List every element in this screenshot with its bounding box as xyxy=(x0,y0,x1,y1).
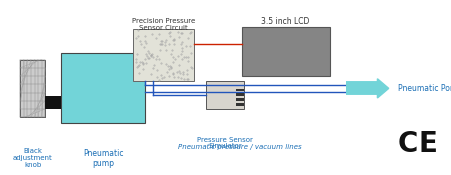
Bar xyxy=(241,27,329,76)
Text: Pneumatic Port: Pneumatic Port xyxy=(397,84,451,93)
Bar xyxy=(235,89,244,91)
Bar xyxy=(235,93,244,96)
Text: C: C xyxy=(397,130,418,158)
Text: Pressure Sensor
Simulator: Pressure Sensor Simulator xyxy=(197,136,253,149)
Bar xyxy=(205,81,244,108)
Text: Pneumatic pressure / vacuum lines: Pneumatic pressure / vacuum lines xyxy=(177,144,301,150)
Text: 3.5 inch LCD: 3.5 inch LCD xyxy=(261,17,309,26)
Bar xyxy=(20,60,45,117)
Bar xyxy=(235,98,244,101)
Bar xyxy=(235,103,244,106)
Text: Pneumatic
pump: Pneumatic pump xyxy=(83,149,123,168)
Bar xyxy=(61,52,144,122)
Text: Black
adjustment
knob: Black adjustment knob xyxy=(13,148,53,168)
Polygon shape xyxy=(377,79,388,98)
Bar xyxy=(133,29,194,81)
Text: Precision Pressure
Sensor Circuit: Precision Pressure Sensor Circuit xyxy=(132,18,195,31)
Bar xyxy=(45,96,61,108)
Text: E: E xyxy=(418,130,437,158)
